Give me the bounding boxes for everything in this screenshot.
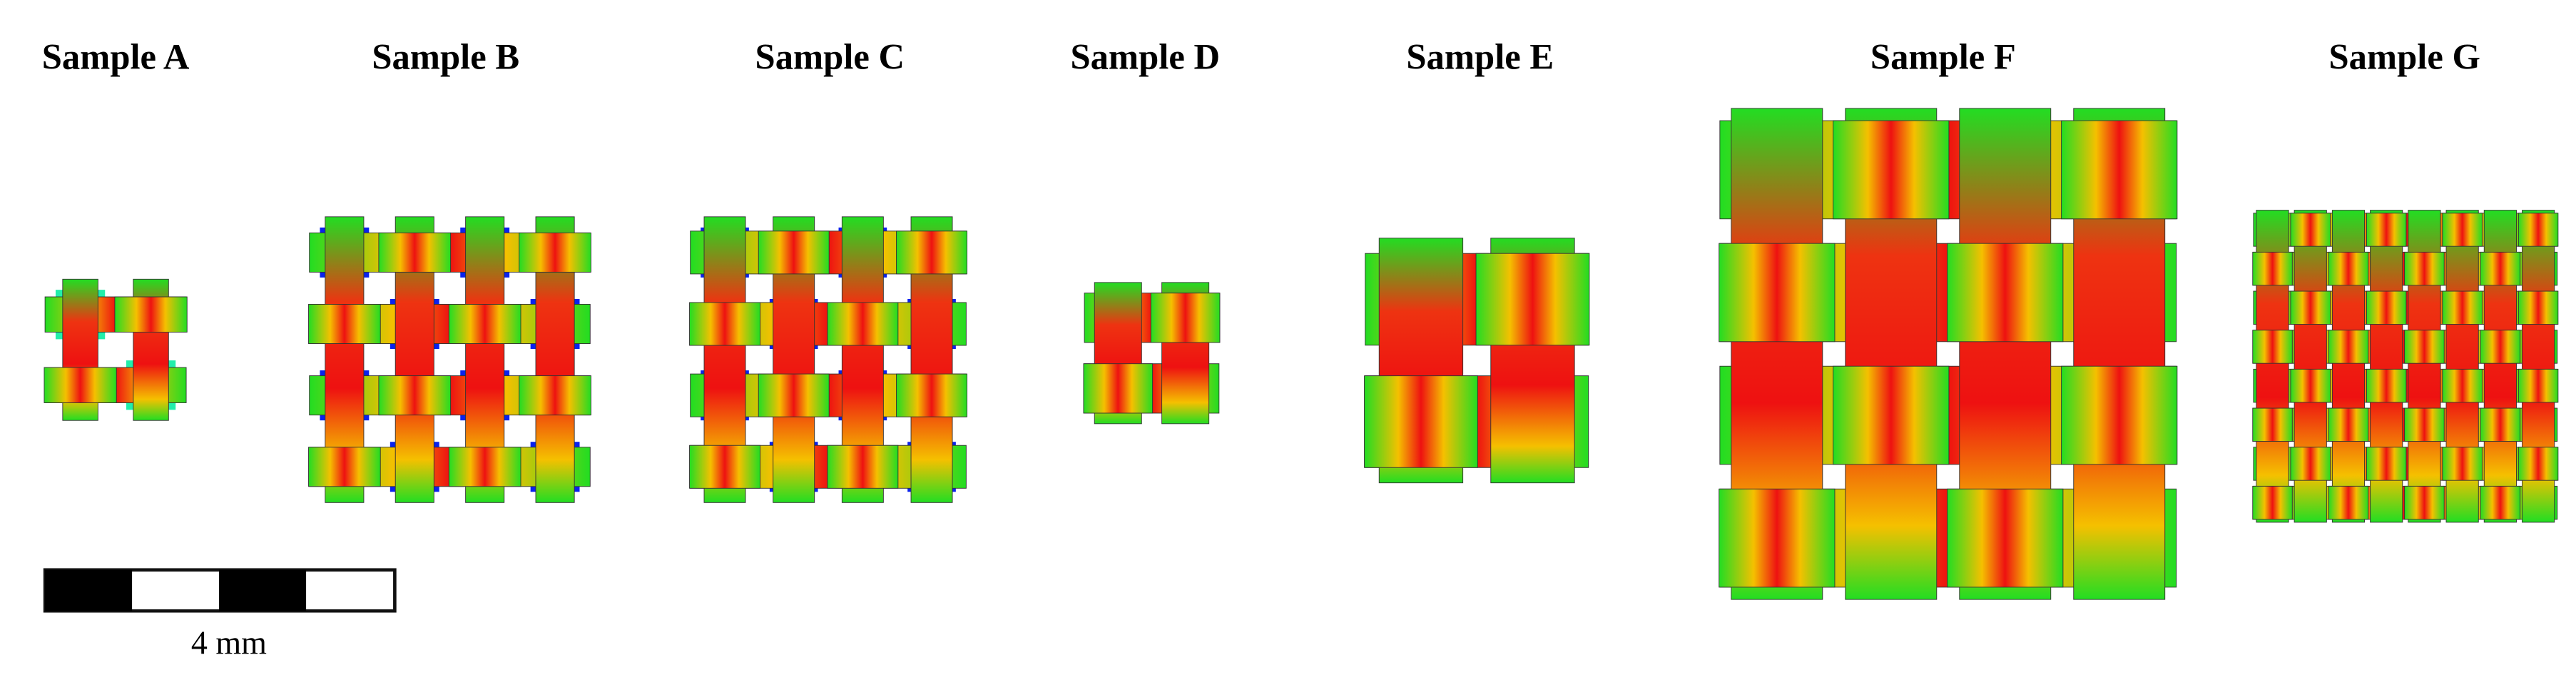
weft-over	[758, 230, 830, 275]
weft-over	[2518, 290, 2559, 325]
sample-title: Sample F	[1870, 37, 2016, 77]
weft-over	[1150, 293, 1221, 343]
weft-over	[2366, 290, 2407, 325]
weft-over	[2404, 251, 2445, 286]
weft-over	[2061, 120, 2178, 220]
weft-over	[378, 375, 452, 416]
scale-segment	[219, 569, 307, 611]
weft-over	[2290, 213, 2331, 247]
weft-over	[2518, 368, 2559, 403]
weft-over	[2518, 213, 2559, 247]
weft-over	[2366, 447, 2407, 481]
weft-over	[2480, 330, 2521, 364]
weft-over	[2290, 290, 2331, 325]
weft-over	[689, 445, 760, 489]
weft-over	[448, 304, 521, 345]
weft-over	[378, 232, 452, 273]
weft-over	[2442, 290, 2483, 325]
weft-over	[114, 296, 188, 333]
weft-over	[896, 373, 967, 417]
weft-over	[2328, 330, 2369, 364]
weft-over	[2480, 485, 2521, 520]
weft-over	[2366, 368, 2407, 403]
weft-over	[2290, 368, 2331, 403]
weft-over	[827, 302, 899, 346]
sample-title: Sample D	[1070, 37, 1220, 77]
weft-over	[2442, 447, 2483, 481]
weft-over	[2442, 368, 2483, 403]
weft-over	[448, 447, 521, 487]
weft-over	[2404, 330, 2445, 364]
sample-title: Sample A	[42, 37, 190, 77]
weft-over	[2518, 447, 2559, 481]
weft-over	[827, 445, 899, 489]
weft-over	[2404, 407, 2445, 442]
sample-title: Sample E	[1406, 37, 1554, 77]
weft-over	[2404, 485, 2445, 520]
weft-over	[308, 304, 381, 345]
weft-over	[519, 232, 591, 273]
weft-over	[2442, 213, 2483, 247]
weft-over	[2480, 407, 2521, 442]
weft-over	[2061, 365, 2178, 465]
weft-over	[1083, 363, 1154, 414]
scale-label: 4 mm	[191, 624, 267, 661]
weft-over	[2328, 407, 2369, 442]
weft-over	[2328, 251, 2369, 286]
weft-over	[1833, 365, 1950, 465]
weft-over	[758, 373, 830, 417]
sample-title: Sample C	[755, 37, 905, 77]
weft-over	[2252, 407, 2293, 442]
weft-over	[1947, 488, 2064, 588]
weft-over	[2480, 251, 2521, 286]
weft-over	[1719, 243, 1836, 342]
weft-over	[896, 230, 967, 275]
scale-bar	[43, 568, 397, 613]
weft-over	[2252, 330, 2293, 364]
weft-over	[2290, 447, 2331, 481]
weft-over	[1947, 243, 2064, 342]
weft-over	[1475, 253, 1590, 346]
weft-over	[2252, 485, 2293, 520]
weft-over	[2252, 251, 2293, 286]
weft-over	[2328, 485, 2369, 520]
scale-segment	[45, 569, 133, 611]
weft-over	[2366, 213, 2407, 247]
sample-title: Sample B	[372, 37, 519, 77]
weft-over	[1364, 375, 1478, 468]
weft-over	[44, 367, 117, 403]
weft-over	[308, 447, 381, 487]
weft-over	[1833, 120, 1950, 220]
weft-over	[689, 302, 760, 346]
weft-over	[1719, 488, 1836, 588]
weft-over	[519, 375, 591, 416]
sample-title: Sample G	[2328, 37, 2480, 77]
